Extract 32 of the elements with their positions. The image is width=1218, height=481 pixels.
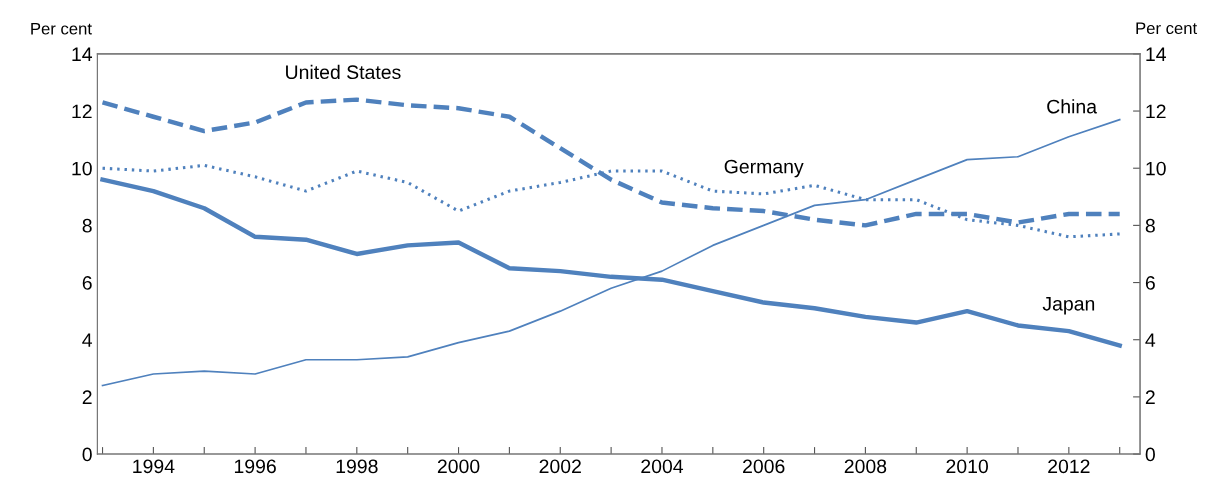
y2-tick-label: 8 xyxy=(1145,218,1155,233)
y-tick-label: 6 xyxy=(82,276,92,290)
y2-tick-label: 6 xyxy=(1145,276,1155,290)
x-tick-label: 2004 xyxy=(641,459,684,474)
x-tick-label: 2008 xyxy=(844,459,887,474)
x-tick-label: 2010 xyxy=(946,459,988,474)
series-label: Japan xyxy=(1042,297,1095,315)
y-tick-label: 0 xyxy=(82,447,92,462)
y2-axis-title: Per cent xyxy=(1136,22,1198,35)
x-tick-label: 2006 xyxy=(743,459,785,474)
y2-tick-label: 0 xyxy=(1145,447,1155,462)
y2-tick-label: 14 xyxy=(1146,47,1166,61)
x-tick-label: 2000 xyxy=(437,459,480,474)
x-tick-label: 2002 xyxy=(539,459,581,474)
x-tick-label: 1994 xyxy=(133,459,175,474)
y-axis-title: Per cent xyxy=(31,22,92,35)
y-tick-label: 10 xyxy=(72,161,92,176)
y-tick-label: 14 xyxy=(72,47,93,61)
y-tick-label: 2 xyxy=(82,390,92,404)
series-label: United States xyxy=(286,64,401,80)
y-tick-label: 4 xyxy=(82,333,93,347)
series-label: China xyxy=(1047,99,1098,114)
x-tick-label: 1998 xyxy=(336,459,378,474)
y-tick-label: 12 xyxy=(72,104,92,119)
y2-tick-label: 10 xyxy=(1146,161,1166,176)
y2-tick-label: 4 xyxy=(1145,333,1156,347)
x-tick-label: 1996 xyxy=(234,459,276,474)
series-label: Germany xyxy=(724,159,804,178)
x-tick-label: 2012 xyxy=(1048,459,1090,474)
y2-tick-label: 2 xyxy=(1145,390,1155,404)
y2-tick-label: 12 xyxy=(1146,104,1166,119)
y-tick-label: 8 xyxy=(82,218,92,233)
